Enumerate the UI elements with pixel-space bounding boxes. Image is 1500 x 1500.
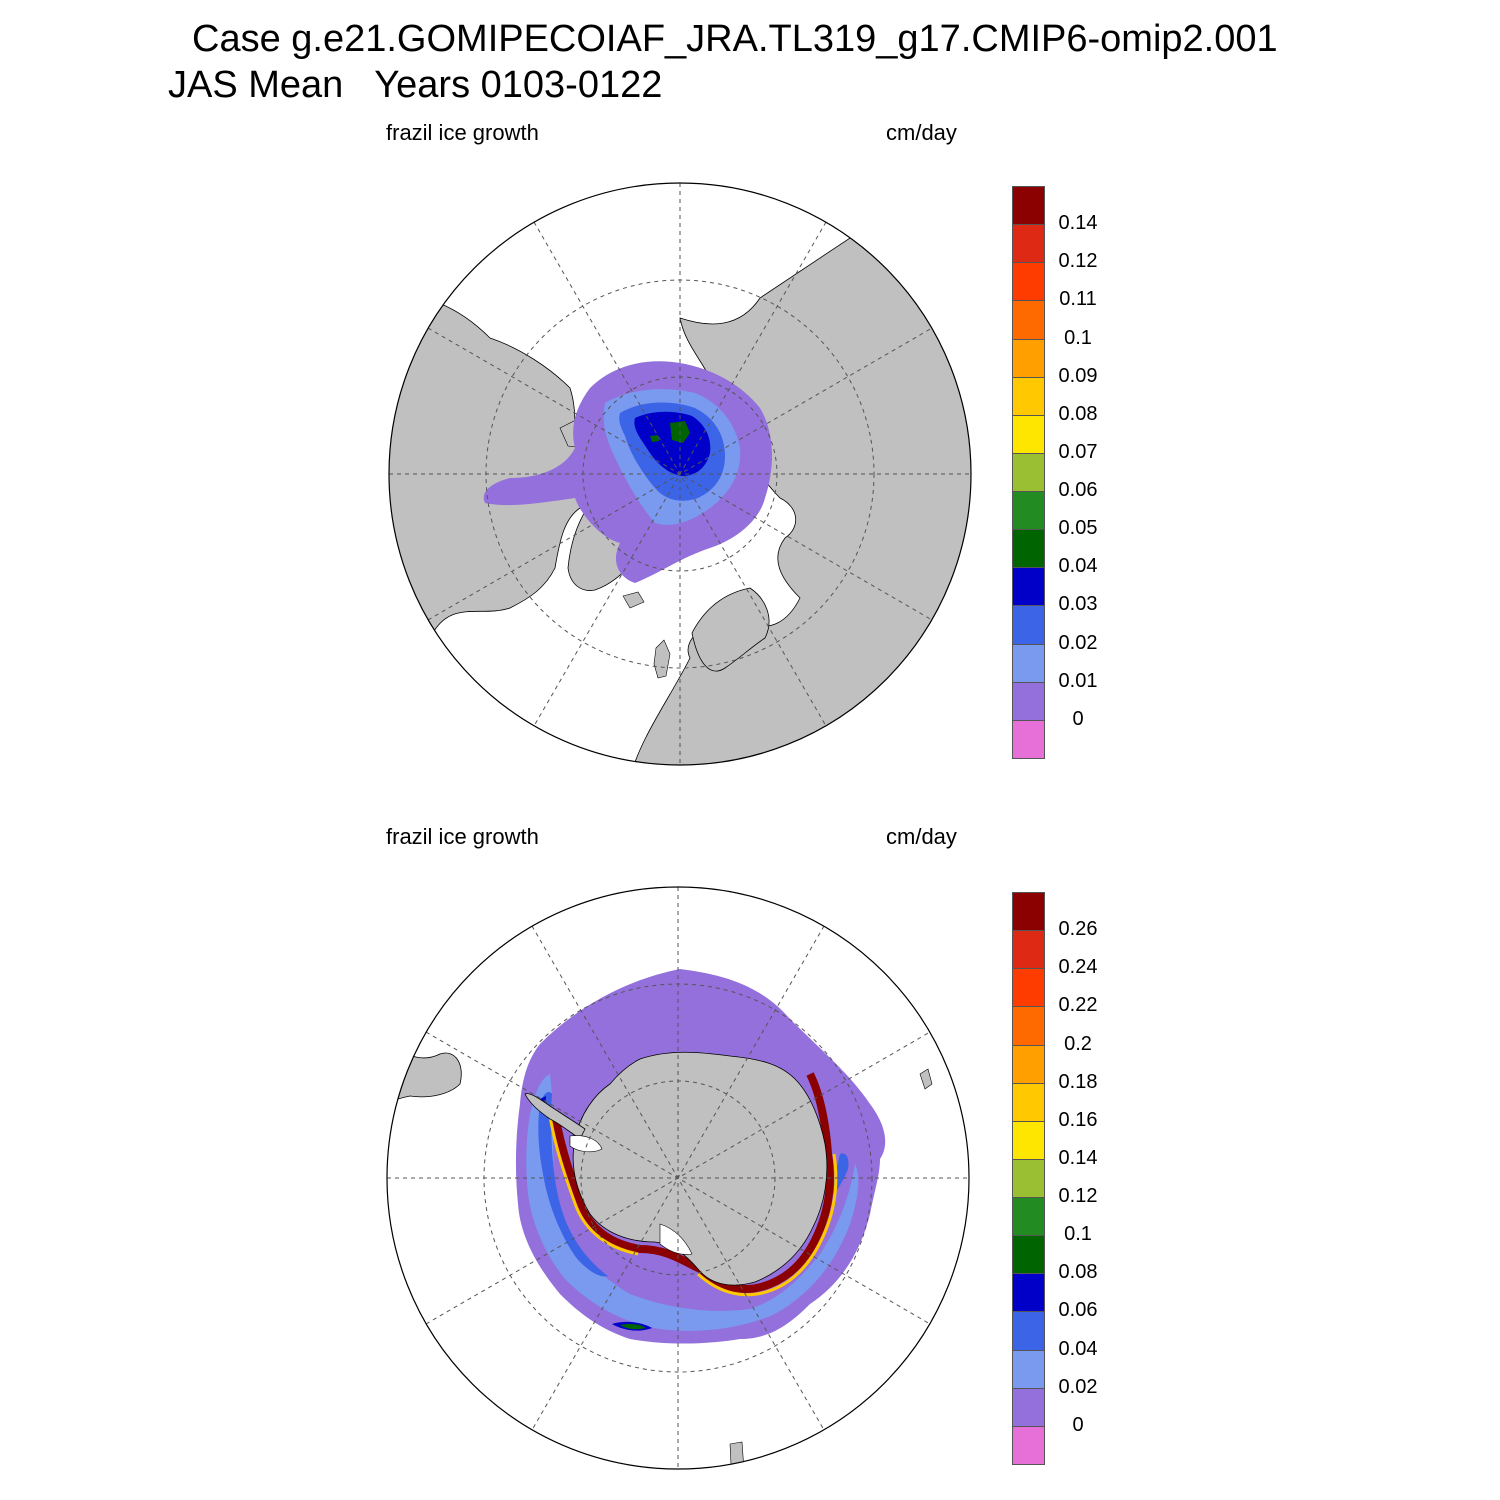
colorbar-label: 0.03 [1058,593,1098,616]
colorbar-box [1012,1044,1045,1084]
colorbar-label: 0.04 [1058,555,1098,578]
south-field-coastal-high [551,1072,834,1293]
land-antarctic-peninsula [524,1093,586,1140]
colorbar-box [1012,1235,1045,1275]
plot-title-period: JAS Mean Years 0103-0122 [168,64,663,106]
south-units-label: cm/day [886,824,957,849]
land-iceland [622,591,645,609]
colorbar-label: 0.07 [1058,440,1098,463]
colorbar-box [1012,1082,1045,1122]
colorbar-label: 0.16 [1058,1108,1098,1131]
south-colorbar [1012,892,1046,1465]
colorbar-box [1012,681,1045,721]
south-graticule [387,887,969,1469]
colorbar-box [1012,376,1045,416]
south-field-0.08 [620,1324,646,1330]
colorbar-box [1012,1120,1045,1160]
north-variable-label: frazil ice growth [386,120,539,145]
land-british-isles [653,639,671,679]
colorbar-box [1012,1158,1045,1199]
colorbar-label: 0.2 [1064,1032,1092,1055]
north-polar-map [380,178,980,778]
colorbar-label: 0.08 [1058,402,1098,425]
colorbar-box [1012,968,1045,1008]
colorbar-box [1012,605,1045,645]
colorbar-box [1012,262,1045,302]
colorbar-box [1012,643,1045,683]
colorbar-box [1012,300,1045,340]
colorbar-box [1012,224,1045,264]
north-map-border [388,182,972,766]
colorbar-label: 0.24 [1058,956,1098,979]
colorbar-label: 0.01 [1058,669,1098,692]
south-map-border [386,886,970,1470]
colorbar-label: 0.09 [1058,364,1098,387]
ice-shelf-ross [659,1223,693,1255]
land-scandinavia [691,587,770,672]
colorbar-label: 0.05 [1058,517,1098,540]
colorbar-box [1012,186,1045,226]
north-units-label: cm/day [886,120,957,145]
colorbar-label: 0.06 [1058,479,1098,502]
colorbar-box [1012,567,1045,607]
colorbar-label: 0.12 [1058,1185,1098,1208]
colorbar-label: 0.12 [1058,250,1098,273]
south-map-svg [386,886,970,1470]
south-field-coastal-mid [548,1115,838,1297]
colorbar-label: 0.26 [1058,918,1098,941]
colorbar-label: 0.02 [1058,1375,1098,1398]
land-africa-tip [919,1068,933,1090]
north-graticule [389,183,971,765]
south-variable-label: frazil ice growth [386,824,539,849]
colorbar-label: 0.14 [1058,1146,1098,1169]
colorbar-box [1012,452,1045,493]
colorbar-box [1012,1425,1045,1465]
colorbar-label: 0.06 [1058,1299,1098,1322]
colorbar-box [1012,491,1045,531]
colorbar-box [1012,1197,1045,1237]
ice-shelf-weddell [569,1135,603,1153]
colorbar-box [1012,719,1045,759]
colorbar-box [1012,338,1045,378]
colorbar-label: 0.08 [1058,1261,1098,1284]
colorbar-label: 0.11 [1059,288,1097,311]
north-field-0.03 [634,411,711,476]
colorbar-label: 0.02 [1058,631,1098,654]
colorbar-label: 0.1 [1064,326,1092,349]
colorbar-label: 0.04 [1058,1337,1098,1360]
colorbar-label: 0.22 [1058,994,1098,1017]
colorbar-label: 0.14 [1058,212,1098,235]
north-map-svg [388,182,972,766]
colorbar-box [1012,930,1045,970]
colorbar-box [1012,892,1045,932]
north-colorbar [1012,186,1046,759]
south-polar-map [380,884,980,1484]
colorbar-box [1012,1387,1045,1427]
colorbar-box [1012,1349,1045,1389]
colorbar-label: 0 [1072,1413,1084,1436]
colorbar-box [1012,1006,1045,1046]
colorbar-label: 0.1 [1064,1223,1092,1246]
colorbar-box [1012,414,1045,454]
colorbar-box [1012,529,1045,569]
colorbar-box [1012,1311,1045,1351]
colorbar-box [1012,1273,1045,1313]
colorbar-label: 0 [1072,707,1084,730]
plot-title-case: Case g.e21.GOMIPECOIAF_JRA.TL319_g17.CMI… [192,18,1278,60]
colorbar-label: 0.18 [1058,1070,1098,1093]
